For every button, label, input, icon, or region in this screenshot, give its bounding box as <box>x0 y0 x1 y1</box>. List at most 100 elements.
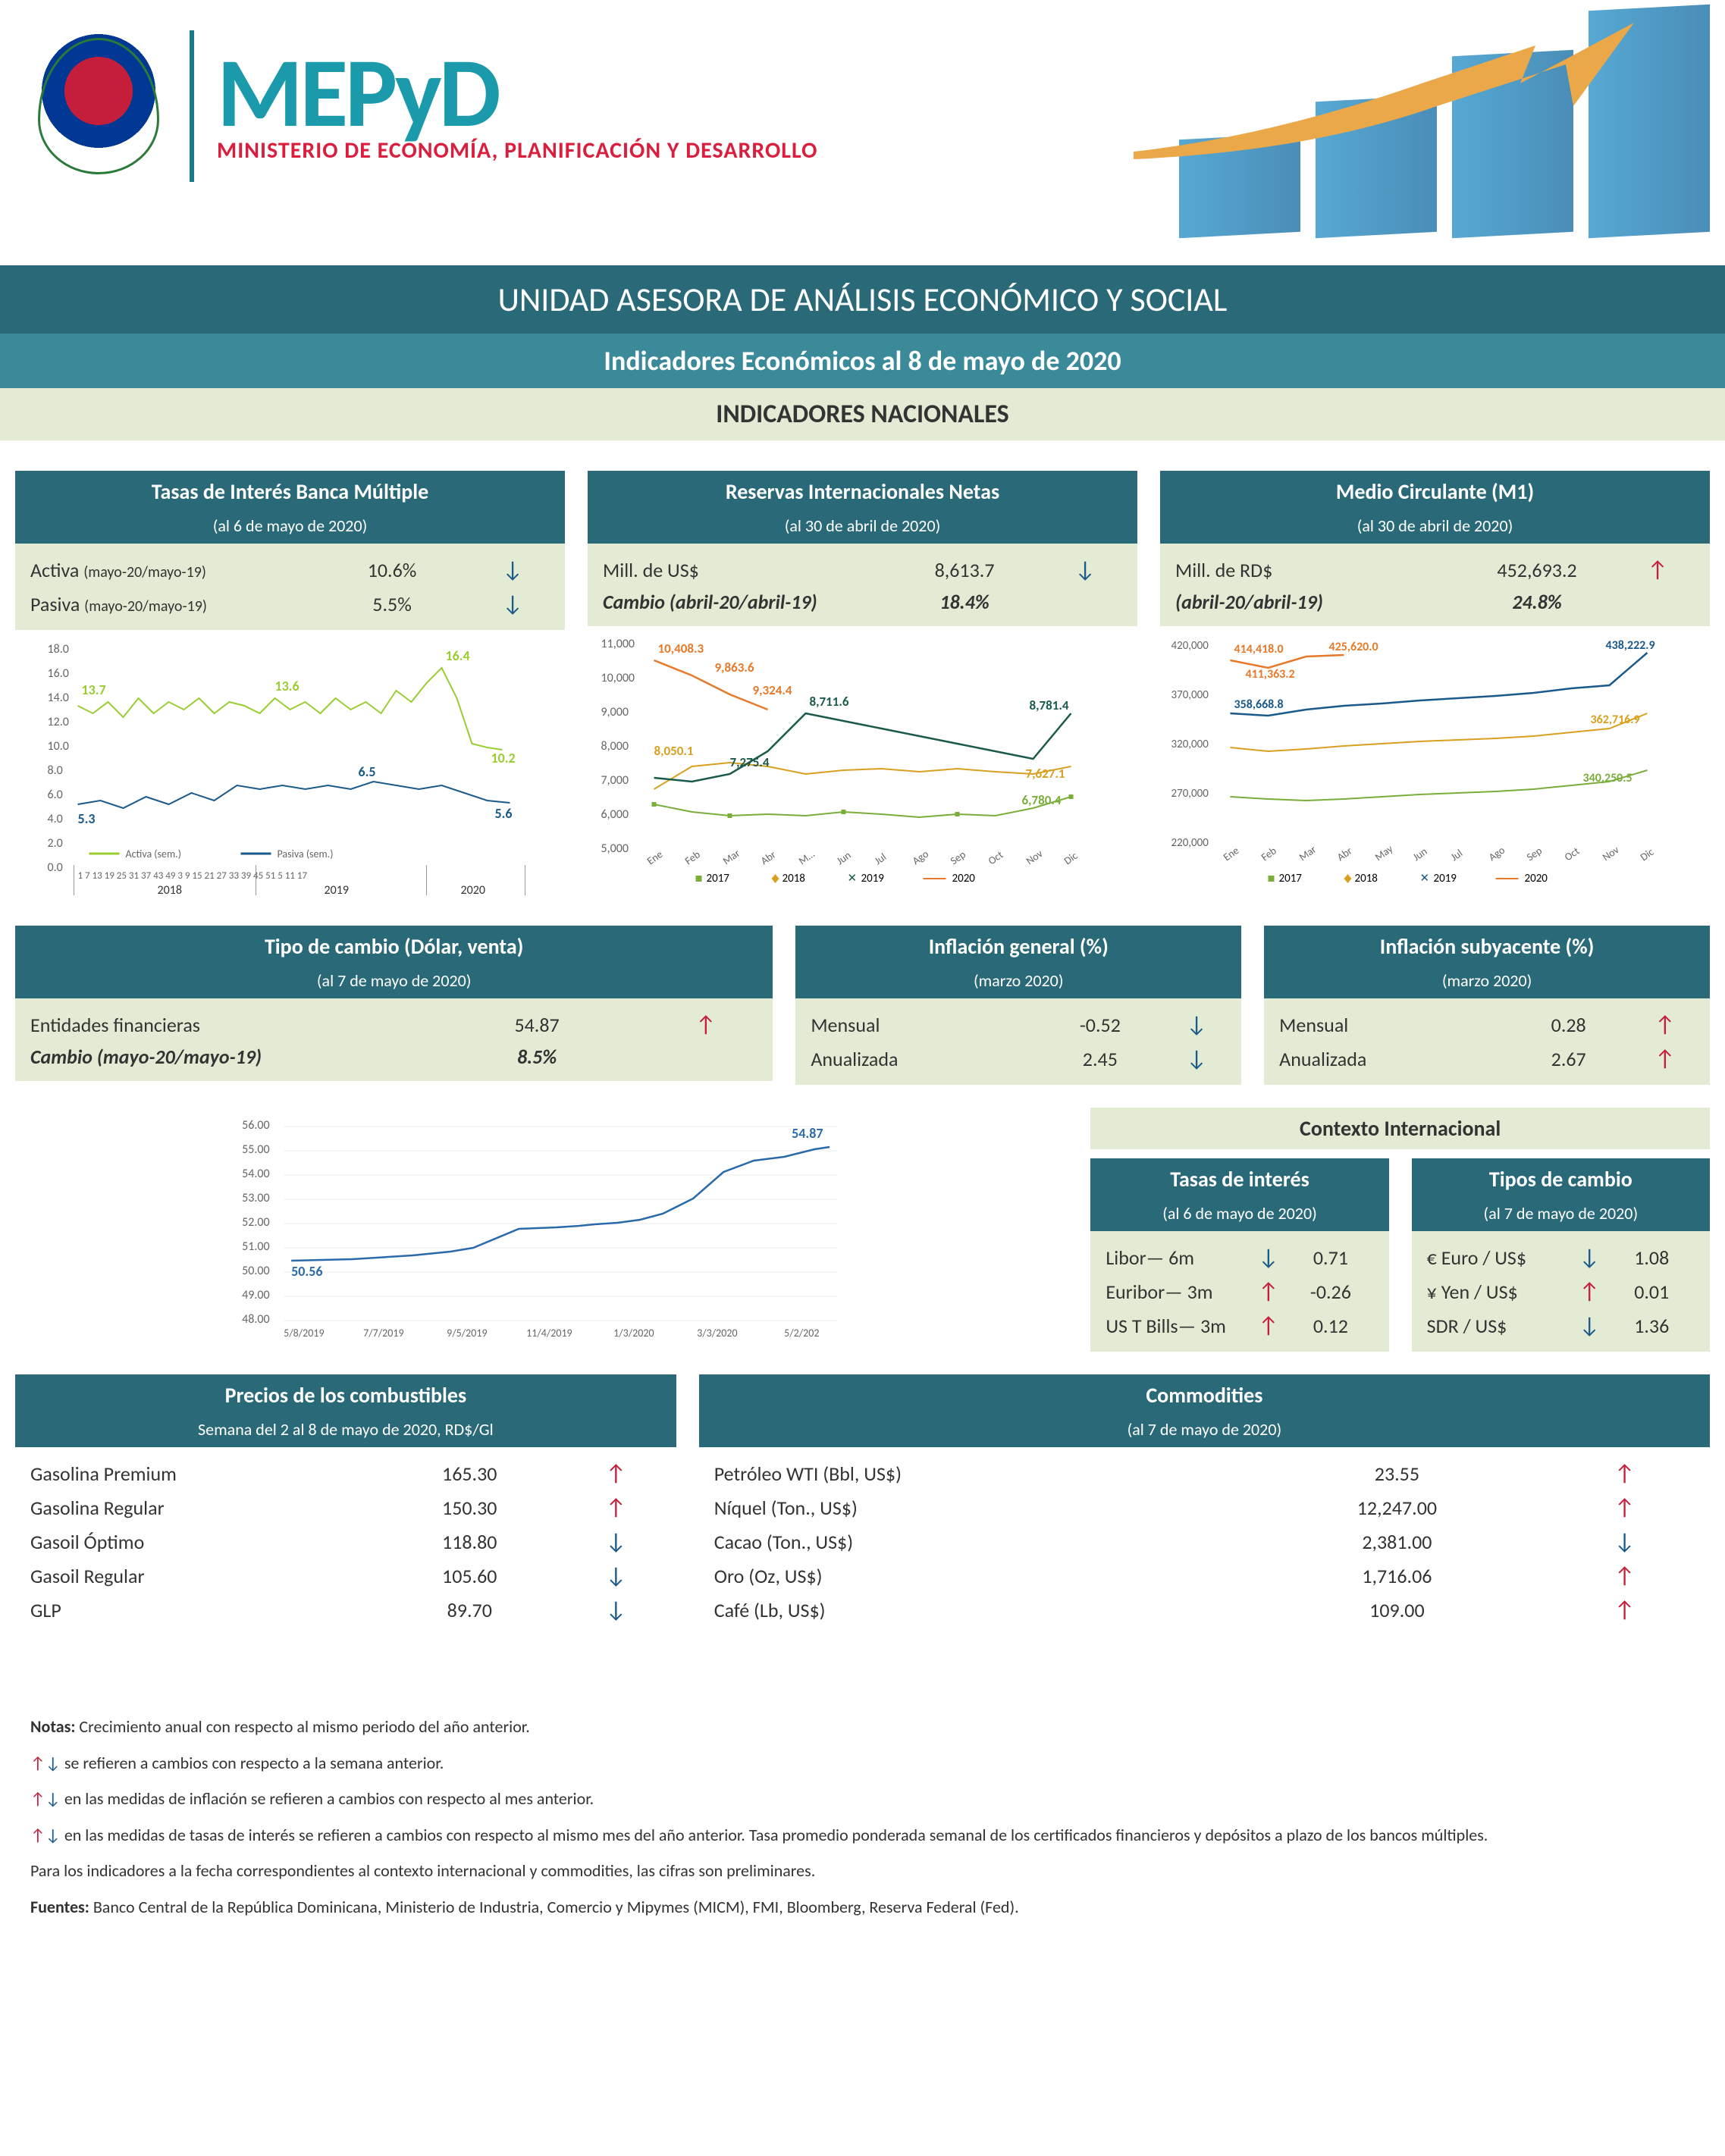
label: ¥ Yen / US$ <box>1427 1280 1570 1304</box>
svg-text:9,000: 9,000 <box>601 705 629 719</box>
brand-name: MEPyD <box>217 48 817 136</box>
label: (abril-20/abril-19) <box>1175 590 1454 614</box>
value: 89.70 <box>369 1598 571 1622</box>
table-row: € Euro / US$↓1.08 <box>1427 1240 1695 1274</box>
value: 0.12 <box>1287 1314 1374 1338</box>
svg-text:Nov: Nov <box>1024 847 1046 867</box>
svg-text:438,222.9: 438,222.9 <box>1606 638 1655 653</box>
svg-text:Jun: Jun <box>1410 845 1429 863</box>
value: 18.4% <box>881 590 1048 614</box>
svg-text:2019: 2019 <box>1434 872 1457 885</box>
notes: Notas: Crecimiento anual con respecto al… <box>0 1689 1725 1951</box>
svg-text:8,000: 8,000 <box>601 739 629 754</box>
svg-text:7,275.4: 7,275.4 <box>730 754 770 770</box>
label: GLP <box>30 1598 369 1622</box>
label: Cambio (abril-20/abril-19) <box>603 590 881 614</box>
svg-text:14.0: 14.0 <box>48 691 69 705</box>
value: 105.60 <box>369 1564 571 1588</box>
table-row: Oro (Oz, US$)1,716.06↑ <box>714 1559 1695 1593</box>
svg-text:9/5/2019: 9/5/2019 <box>447 1327 487 1340</box>
table-row: Gasoil Regular105.60↓ <box>30 1559 661 1593</box>
svg-text:5.3: 5.3 <box>78 810 96 827</box>
unit-banner: UNIDAD ASESORA DE ANÁLISIS ECONÓMICO Y S… <box>0 265 1725 334</box>
svg-text:2019: 2019 <box>325 883 349 895</box>
card-asof: (al 6 de mayo de 2020) <box>1090 1200 1388 1231</box>
svg-text:8.0: 8.0 <box>48 763 63 778</box>
card-title: Tasas de Interés Banca Múltiple <box>15 471 565 512</box>
label: Mill. de RD$ <box>1175 558 1454 582</box>
value: 54.87 <box>420 1013 654 1037</box>
svg-text:2020: 2020 <box>1525 872 1548 885</box>
card-asof: (al 7 de mayo de 2020) <box>15 967 773 998</box>
card-interest-rates: Tasas de Interés Banca Múltiple (al 6 de… <box>15 471 565 903</box>
svg-text:52.00: 52.00 <box>242 1215 269 1230</box>
svg-text:Feb: Feb <box>1259 845 1279 864</box>
svg-text:414,418.0: 414,418.0 <box>1234 642 1284 657</box>
arrow-up-icon: ↑ <box>571 1493 661 1521</box>
svg-text:5,000: 5,000 <box>601 841 629 856</box>
table-row: Petróleo WTI (Bbl, US$)23.55↑ <box>714 1456 1695 1490</box>
svg-text:10.2: 10.2 <box>491 750 516 766</box>
table-row: ¥ Yen / US$↑0.01 <box>1427 1274 1695 1308</box>
svg-text:320,000: 320,000 <box>1171 738 1209 751</box>
label: Gasolina Premium <box>30 1462 369 1486</box>
svg-text:8,711.6: 8,711.6 <box>810 694 849 710</box>
svg-text:Ago: Ago <box>910 848 931 868</box>
svg-text:Dic: Dic <box>1638 845 1656 863</box>
value: 2.45 <box>1033 1047 1167 1071</box>
card-title: Commodities <box>699 1374 1710 1416</box>
svg-text:Oct: Oct <box>1562 845 1582 864</box>
arrow-down-icon: ↓ <box>1048 556 1122 584</box>
label: Libor— 6m <box>1106 1246 1249 1270</box>
svg-text:425,620.0: 425,620.0 <box>1329 640 1378 654</box>
value: -0.52 <box>1033 1013 1167 1037</box>
label: US T Bills— 3m <box>1106 1314 1249 1338</box>
svg-text:May: May <box>1372 842 1396 864</box>
decorative-chart-icon <box>891 0 1725 265</box>
interest-chart: 18.016.014.0 12.010.08.0 6.04.02.00.0 13… <box>15 630 565 903</box>
svg-text:1/3/2020: 1/3/2020 <box>613 1327 654 1340</box>
value: 0.01 <box>1608 1280 1695 1304</box>
card-inflation-general: Inflación general (%) (marzo 2020) Mensu… <box>795 926 1241 1085</box>
divider <box>190 30 194 182</box>
svg-text:Nov: Nov <box>1600 843 1622 863</box>
value: 8,613.7 <box>881 558 1048 582</box>
svg-text:2019: 2019 <box>861 872 885 885</box>
svg-text:Jun: Jun <box>834 848 853 867</box>
card-title: Precios de los combustibles <box>15 1374 676 1416</box>
svg-text:8,050.1: 8,050.1 <box>654 743 694 759</box>
value: 109.00 <box>1240 1598 1555 1622</box>
value: 1.36 <box>1608 1314 1695 1338</box>
svg-text:Mar: Mar <box>1297 843 1319 864</box>
arrow-down-icon: ↓ <box>571 1528 661 1556</box>
svg-text:4.0: 4.0 <box>48 812 63 826</box>
label: Anualizada <box>811 1047 1033 1071</box>
table-row: Gasoil Óptimo118.80↓ <box>30 1525 661 1559</box>
svg-text:13.6: 13.6 <box>275 678 300 694</box>
arrow-up-icon: ↑ <box>1636 1011 1695 1039</box>
card-title: Tipos de cambio <box>1412 1158 1710 1200</box>
svg-text:Oct: Oct <box>986 848 1005 868</box>
svg-text:48.00: 48.00 <box>242 1312 269 1327</box>
svg-text:54.87: 54.87 <box>792 1125 823 1142</box>
arrow-up-icon: ↑ <box>1554 1562 1695 1590</box>
label: Gasoil Óptimo <box>30 1530 369 1554</box>
brand-subtitle: MINISTERIO DE ECONOMÍA, PLANIFICACIÓN Y … <box>217 136 817 165</box>
value: 0.28 <box>1502 1013 1636 1037</box>
svg-text:53.00: 53.00 <box>242 1191 269 1205</box>
value: 2,381.00 <box>1240 1530 1555 1554</box>
arrow-up-icon: ↑ <box>1250 1277 1287 1305</box>
svg-text:362,716.9: 362,716.9 <box>1591 713 1640 727</box>
svg-text:2018: 2018 <box>783 872 805 885</box>
svg-text:16.0: 16.0 <box>48 666 69 681</box>
card-intl-fx: Tipos de cambio (al 7 de mayo de 2020) €… <box>1412 1158 1710 1352</box>
svg-text:56.00: 56.00 <box>242 1118 269 1133</box>
svg-text:2018: 2018 <box>158 883 182 895</box>
label: Mill. de US$ <box>603 558 881 582</box>
card-asof: Semana del 2 al 8 de mayo de 2020, RD$/G… <box>15 1416 676 1447</box>
section-banner: INDICADORES NACIONALES <box>0 388 1725 440</box>
arrow-down-icon: ↓ <box>571 1596 661 1624</box>
svg-text:3/3/2020: 3/3/2020 <box>697 1327 737 1340</box>
svg-text:13.7: 13.7 <box>82 682 106 698</box>
card-fuel: Precios de los combustibles Semana del 2… <box>15 1374 676 1636</box>
